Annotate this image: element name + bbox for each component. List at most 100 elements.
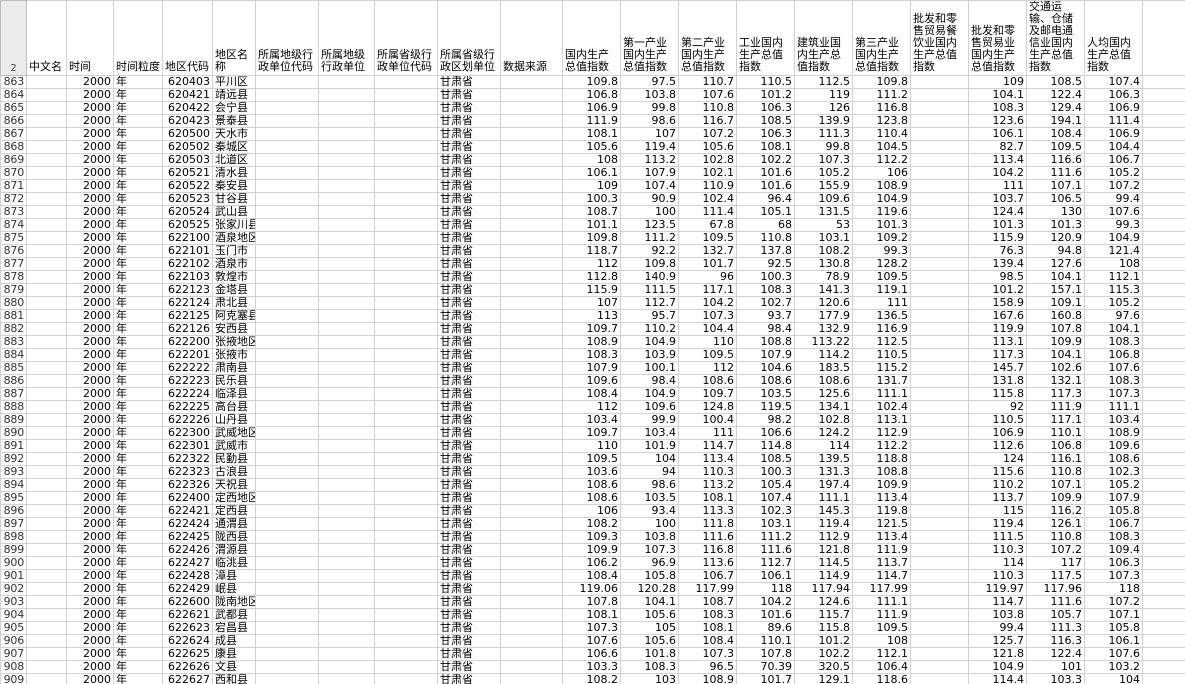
cell-time-granularity[interactable]: 年 [113,114,163,128]
cell-empty-1[interactable] [1142,621,1185,635]
cell-chinese-name[interactable] [26,88,67,102]
cell-prefecture-code[interactable] [255,491,319,505]
cell-time-granularity[interactable]: 年 [113,218,163,232]
cell-province-unit[interactable]: 甘肃省 [437,504,501,518]
cell-construction-index[interactable]: 115.7 [794,608,853,622]
cell-tertiary-industry-index[interactable]: 108.8 [852,465,911,479]
cell-prefecture-code[interactable] [255,543,319,557]
cell-per-capita-gdp-index[interactable]: 106.8 [1084,348,1143,362]
row-number-header[interactable]: 888 [0,400,27,414]
cell-primary-industry-index[interactable]: 113.2 [620,153,679,167]
cell-per-capita-gdp-index[interactable]: 106.7 [1084,153,1143,167]
cell-secondary-industry-index[interactable]: 100.4 [678,413,737,427]
cell-transport-storage-post-index[interactable]: 110.1 [1026,426,1085,440]
table-row[interactable]: 908 2000 年 622626 文县 甘肃省 103.3 108.3 96.5 70.39 32… [0,660,1185,674]
column-header-data-source[interactable]: 数据来源 [500,0,563,76]
cell-region-name[interactable]: 平川区 [212,75,256,89]
cell-gdp-index[interactable]: 105.6 [562,140,621,154]
cell-time[interactable]: 2000 [66,270,114,284]
cell-chinese-name[interactable] [26,75,67,89]
cell-province-unit[interactable]: 甘肃省 [437,673,501,684]
cell-wholesale-retail-catering-index[interactable] [910,556,969,570]
cell-industry-index[interactable]: 106.3 [736,101,795,115]
cell-time-granularity[interactable]: 年 [113,608,163,622]
cell-gdp-index[interactable]: 112.8 [562,270,621,284]
table-row[interactable]: 896 2000 年 622421 定西县 甘肃省 106 93.4 113.3 102.3 145… [0,504,1185,518]
column-header-time-granularity[interactable]: 时间粒度 [113,0,163,76]
cell-construction-index[interactable]: 197.4 [794,478,853,492]
cell-region-code[interactable]: 620502 [162,140,213,154]
cell-empty-1[interactable] [1142,504,1185,518]
cell-wholesale-retail-index[interactable]: 112.6 [968,439,1027,453]
cell-gdp-index[interactable]: 108.2 [562,673,621,684]
cell-data-source[interactable] [500,387,563,401]
cell-industry-index[interactable]: 104.6 [736,361,795,375]
cell-data-source[interactable] [500,322,563,336]
cell-tertiary-industry-index[interactable]: 104.9 [852,192,911,206]
cell-empty-1[interactable] [1142,231,1185,245]
cell-data-source[interactable] [500,608,563,622]
cell-province-code[interactable] [374,101,438,115]
cell-per-capita-gdp-index[interactable]: 107.3 [1084,387,1143,401]
cell-region-name[interactable]: 玉门市 [212,244,256,258]
cell-gdp-index[interactable]: 106.2 [562,556,621,570]
cell-chinese-name[interactable] [26,387,67,401]
cell-primary-industry-index[interactable]: 103.4 [620,426,679,440]
cell-construction-index[interactable]: 115.8 [794,621,853,635]
cell-prefecture-code[interactable] [255,244,319,258]
cell-time[interactable]: 2000 [66,569,114,583]
cell-primary-industry-index[interactable]: 109.8 [620,257,679,271]
cell-wholesale-retail-catering-index[interactable] [910,465,969,479]
cell-wholesale-retail-index[interactable]: 131.8 [968,374,1027,388]
cell-chinese-name[interactable] [26,322,67,336]
cell-province-unit[interactable]: 甘肃省 [437,231,501,245]
cell-region-name[interactable]: 山丹县 [212,413,256,427]
cell-transport-storage-post-index[interactable]: 108.4 [1026,127,1085,141]
cell-province-unit[interactable]: 甘肃省 [437,257,501,271]
cell-wholesale-retail-catering-index[interactable] [910,127,969,141]
cell-time-granularity[interactable]: 年 [113,452,163,466]
cell-chinese-name[interactable] [26,270,67,284]
cell-region-name[interactable]: 古浪县 [212,465,256,479]
table-row[interactable]: 905 2000 年 622623 宕昌县 甘肃省 107.3 105 108.1 89.6 115… [0,621,1185,635]
cell-region-name[interactable]: 渭源县 [212,543,256,557]
cell-time-granularity[interactable]: 年 [113,660,163,674]
cell-gdp-index[interactable]: 109.7 [562,322,621,336]
cell-chinese-name[interactable] [26,491,67,505]
column-header-region-code[interactable]: 地区代码 [162,0,213,76]
cell-tertiary-industry-index[interactable]: 131.7 [852,374,911,388]
cell-province-code[interactable] [374,348,438,362]
table-row[interactable]: 872 2000 年 620523 甘谷县 甘肃省 100.3 90.9 102.4 96.4 10… [0,192,1185,206]
cell-region-code[interactable]: 622600 [162,595,213,609]
cell-wholesale-retail-catering-index[interactable] [910,179,969,193]
cell-secondary-industry-index[interactable]: 132.7 [678,244,737,258]
cell-province-code[interactable] [374,595,438,609]
cell-per-capita-gdp-index[interactable]: 115.3 [1084,283,1143,297]
cell-empty-1[interactable] [1142,673,1185,684]
cell-time-granularity[interactable]: 年 [113,673,163,684]
cell-primary-industry-index[interactable]: 104.9 [620,335,679,349]
cell-wholesale-retail-catering-index[interactable] [910,387,969,401]
cell-region-name[interactable]: 文县 [212,660,256,674]
cell-wholesale-retail-catering-index[interactable] [910,647,969,661]
cell-industry-index[interactable]: 102.7 [736,296,795,310]
cell-chinese-name[interactable] [26,231,67,245]
cell-construction-index[interactable]: 103.1 [794,231,853,245]
cell-primary-industry-index[interactable]: 107.3 [620,543,679,557]
cell-wholesale-retail-index[interactable]: 106.1 [968,127,1027,141]
row-number-header[interactable]: 867 [0,127,27,141]
cell-province-unit[interactable]: 甘肃省 [437,387,501,401]
cell-industry-index[interactable]: 98.4 [736,322,795,336]
cell-time[interactable]: 2000 [66,257,114,271]
cell-construction-index[interactable]: 53 [794,218,853,232]
cell-transport-storage-post-index[interactable]: 126.1 [1026,517,1085,531]
cell-per-capita-gdp-index[interactable]: 102.3 [1084,465,1143,479]
cell-industry-index[interactable]: 106.6 [736,426,795,440]
cell-gdp-index[interactable]: 109.3 [562,530,621,544]
cell-wholesale-retail-catering-index[interactable] [910,530,969,544]
cell-secondary-industry-index[interactable]: 117.99 [678,582,737,596]
cell-chinese-name[interactable] [26,153,67,167]
cell-industry-index[interactable]: 100.3 [736,270,795,284]
cell-region-name[interactable]: 成县 [212,634,256,648]
cell-tertiary-industry-index[interactable]: 118.8 [852,452,911,466]
